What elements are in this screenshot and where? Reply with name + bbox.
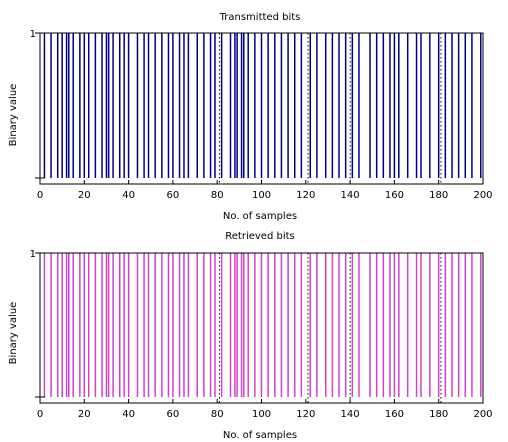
x-tick-label: 160 bbox=[385, 409, 404, 420]
chart-panel-retrieved: Retrieved bits 1 0 20 40 60 80 100 120 140 160 18… bbox=[8, 231, 493, 441]
dotted-markers bbox=[218, 253, 442, 403]
x-tick-label: 40 bbox=[122, 190, 135, 201]
x-tick-label: 80 bbox=[211, 409, 224, 420]
x-tick-label: 100 bbox=[252, 409, 271, 420]
bar-series bbox=[43, 253, 482, 397]
y-tick-labels: 1 bbox=[30, 29, 45, 179]
x-tick-label: 20 bbox=[78, 409, 91, 420]
y-tick-label: 1 bbox=[30, 249, 36, 260]
x-axis-label: No. of samples bbox=[223, 211, 297, 222]
chart-panel-transmitted: Transmitted bits 1 0 20 40 60 80 100 120 140 160… bbox=[8, 12, 493, 222]
x-tick-label: 20 bbox=[78, 190, 91, 201]
x-tick-label: 100 bbox=[252, 190, 271, 201]
dotted-markers bbox=[218, 33, 442, 184]
y-axis-label: Binary value bbox=[8, 84, 19, 147]
x-tick-label: 120 bbox=[296, 409, 315, 420]
x-axis-label: No. of samples bbox=[223, 430, 297, 441]
x-tick-label: 200 bbox=[473, 409, 492, 420]
y-axis-label: Binary value bbox=[8, 302, 19, 365]
x-tick-labels: 0 20 40 60 80 100 120 140 160 180 200 bbox=[37, 180, 493, 201]
x-tick-label: 40 bbox=[122, 409, 135, 420]
x-tick-label: 0 bbox=[37, 409, 43, 420]
x-tick-label: 200 bbox=[473, 190, 492, 201]
x-tick-label: 60 bbox=[167, 190, 180, 201]
y-tick-labels: 1 bbox=[30, 249, 45, 398]
bar-series bbox=[43, 33, 482, 178]
x-tick-label: 140 bbox=[341, 409, 360, 420]
x-tick-label: 140 bbox=[341, 190, 360, 201]
x-tick-labels: 0 20 40 60 80 100 120 140 160 180 200 bbox=[37, 399, 493, 420]
chart-title: Retrieved bits bbox=[225, 231, 294, 242]
x-tick-label: 160 bbox=[385, 190, 404, 201]
y-tick-label: 1 bbox=[30, 29, 36, 40]
x-tick-label: 60 bbox=[167, 409, 180, 420]
x-tick-label: 80 bbox=[211, 190, 224, 201]
x-tick-label: 120 bbox=[296, 190, 315, 201]
chart-title: Transmitted bits bbox=[219, 12, 301, 23]
x-tick-label: 180 bbox=[429, 190, 448, 201]
x-tick-label: 0 bbox=[37, 190, 43, 201]
x-tick-label: 180 bbox=[429, 409, 448, 420]
